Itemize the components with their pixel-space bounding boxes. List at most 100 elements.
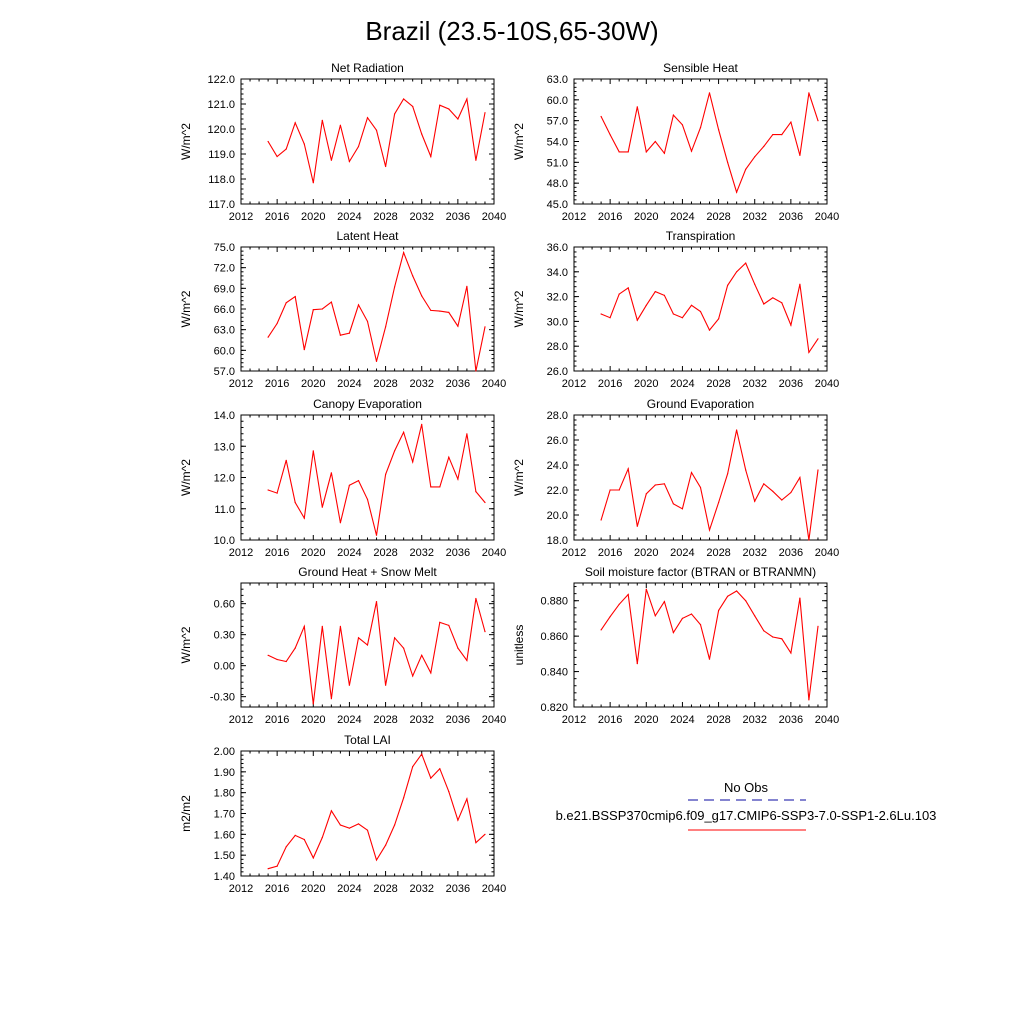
x-tick-label: 2036	[446, 883, 470, 895]
series-line	[600, 589, 819, 700]
data-point	[276, 658, 278, 661]
data-point	[799, 597, 801, 599]
x-tick-label: 2036	[779, 547, 803, 559]
data-point	[385, 326, 387, 328]
y-tick-label: 45.0	[547, 199, 568, 211]
data-point	[421, 654, 423, 656]
data-point	[690, 471, 693, 474]
y-tick-label: 26.0	[547, 435, 568, 447]
data-point	[421, 423, 423, 425]
data-point	[348, 160, 350, 163]
x-tick-label: 2020	[301, 378, 325, 390]
data-point	[312, 309, 314, 311]
x-tick-label: 2012	[229, 547, 253, 559]
y-tick-label: 0.00	[214, 661, 235, 673]
data-point	[285, 846, 287, 848]
data-point	[636, 663, 638, 665]
data-point	[763, 483, 765, 485]
y-tick-label: 51.0	[547, 157, 568, 169]
x-tick-label: 2020	[634, 211, 658, 223]
x-tick-label: 2028	[706, 378, 730, 390]
series-line	[267, 598, 486, 704]
data-point	[385, 844, 387, 846]
data-point	[736, 191, 738, 193]
data-point	[448, 456, 450, 458]
data-point	[772, 297, 774, 299]
data-point	[808, 699, 810, 701]
data-point	[330, 301, 332, 303]
x-tick-label: 2016	[265, 883, 289, 895]
data-point	[808, 539, 810, 541]
y-tick-label: 119.0	[208, 149, 235, 161]
x-tick-label: 2028	[373, 211, 397, 223]
y-axis-label: m2/m2	[179, 795, 193, 832]
data-point	[627, 151, 629, 153]
x-tick-label: 2020	[301, 547, 325, 559]
data-point	[654, 484, 656, 486]
data-point	[609, 134, 611, 136]
data-point	[609, 317, 611, 319]
data-point	[430, 486, 432, 488]
y-axis-label: W/m^2	[179, 626, 193, 663]
data-point	[366, 644, 369, 646]
panel-title: Latent Heat	[336, 229, 399, 243]
plot-frame	[573, 582, 828, 708]
data-point	[303, 143, 305, 145]
data-point	[808, 92, 810, 94]
x-tick-label: 2016	[265, 378, 289, 390]
data-point	[745, 600, 747, 602]
x-tick-label: 2036	[446, 211, 470, 223]
data-point	[339, 124, 341, 126]
x-tick-label: 2020	[301, 714, 325, 726]
series-line	[267, 424, 486, 536]
data-point	[285, 148, 287, 150]
x-tick-label: 2024	[337, 714, 361, 726]
y-tick-label: 48.0	[547, 178, 568, 190]
panel-title: Ground Evaporation	[647, 397, 754, 411]
y-axis-label: W/m^2	[512, 123, 526, 160]
panels: Net Radiation W/m^2 2012 2016 2020 2024 2028 20…	[179, 61, 839, 895]
y-axis-label: W/m^2	[179, 290, 193, 327]
data-point	[745, 469, 747, 471]
panel-canopy-evaporation: Canopy Evaporation W/m^2 2012 2016 2020 2024 2…	[179, 397, 506, 559]
x-tick-label: 2032	[409, 211, 433, 223]
data-point	[727, 284, 729, 286]
data-point	[654, 615, 656, 617]
data-point	[484, 501, 486, 504]
data-point	[690, 613, 693, 615]
data-point	[708, 329, 711, 331]
series-line	[600, 92, 819, 194]
data-point	[412, 461, 414, 463]
y-tick-label: 1.90	[214, 767, 235, 779]
x-tick-label: 2016	[598, 547, 622, 559]
data-point	[699, 310, 702, 313]
data-point	[654, 291, 656, 293]
data-point	[618, 489, 620, 491]
data-point	[681, 617, 684, 620]
data-point	[817, 469, 819, 471]
x-tick-label: 2016	[598, 378, 622, 390]
x-tick-label: 2024	[337, 378, 361, 390]
data-point	[484, 326, 486, 328]
x-tick-label: 2016	[265, 211, 289, 223]
data-point	[754, 283, 756, 285]
y-tick-label: 24.0	[547, 460, 568, 472]
data-point	[799, 476, 801, 479]
x-tick-label: 2040	[482, 714, 506, 726]
data-point	[745, 168, 747, 170]
data-point	[294, 834, 296, 837]
data-point	[475, 491, 477, 493]
data-point	[663, 601, 666, 603]
data-point	[348, 827, 350, 829]
data-point	[718, 609, 720, 612]
data-point	[394, 113, 396, 115]
data-point	[609, 489, 611, 491]
data-point	[430, 309, 432, 311]
data-point	[466, 98, 468, 100]
data-point	[718, 129, 720, 131]
data-point	[385, 473, 387, 475]
panel-transpiration: Transpiration W/m^2 2012 2016 2020 2024 2028 20…	[512, 229, 839, 390]
x-tick-label: 2012	[229, 883, 253, 895]
x-tick-label: 2020	[301, 883, 325, 895]
y-tick-label: 1.70	[214, 809, 235, 821]
